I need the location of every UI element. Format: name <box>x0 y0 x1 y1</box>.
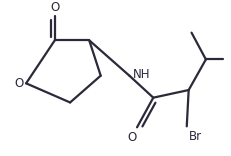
Text: O: O <box>15 77 24 90</box>
Text: NH: NH <box>133 68 150 81</box>
Text: O: O <box>127 131 136 144</box>
Text: O: O <box>50 2 59 15</box>
Text: Br: Br <box>188 130 201 143</box>
